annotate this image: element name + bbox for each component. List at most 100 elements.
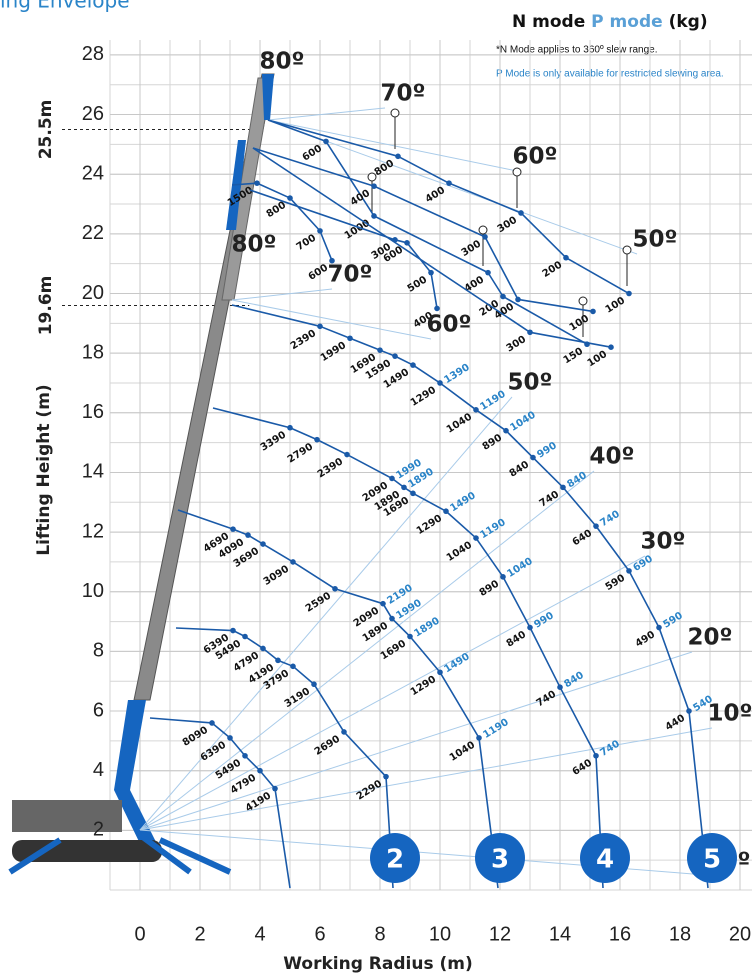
n-load-label: 3390	[259, 429, 288, 453]
outrigger	[158, 837, 232, 875]
load-point	[593, 752, 599, 759]
n-load-label: 400	[349, 188, 373, 208]
p-load-label: 840	[565, 470, 589, 490]
y-tick-label: 16	[82, 401, 104, 423]
section-badge	[370, 833, 420, 883]
x-tick-label: 8	[374, 923, 385, 945]
load-point	[230, 526, 236, 532]
n-load-label: 840	[508, 459, 532, 479]
legend: N mode P mode (kg)	[512, 12, 708, 32]
chart-title: ing Envelope	[0, 0, 130, 13]
n-load-label: 740	[535, 689, 559, 709]
n-load-label: 2690	[313, 734, 342, 758]
load-point	[410, 490, 416, 497]
load-point	[290, 559, 296, 565]
load-point	[593, 523, 599, 529]
height-marker-label: 25.5m	[36, 100, 56, 160]
load-point	[332, 585, 338, 592]
legend-p: P mode	[591, 12, 662, 32]
n-load-label: 100	[586, 349, 610, 369]
load-point	[323, 138, 329, 145]
n-load-label: 1690	[379, 638, 408, 662]
radial-line	[139, 727, 713, 831]
load-point	[347, 335, 353, 342]
y-tick-label: 24	[82, 162, 104, 184]
angle-label: 10º	[708, 701, 753, 727]
load-point	[560, 484, 566, 491]
load-point	[404, 240, 410, 246]
load-point	[686, 708, 692, 714]
load-point	[392, 353, 398, 359]
angle-marker	[622, 245, 632, 255]
load-point	[317, 228, 323, 234]
envelope-curve	[231, 304, 709, 889]
load-point	[437, 669, 443, 676]
p-load-label: 1890	[412, 615, 441, 639]
load-point	[287, 195, 293, 201]
angle-marker	[367, 172, 377, 182]
y-tick-label: 26	[82, 103, 104, 125]
radial-line	[139, 470, 595, 831]
y-tick-label: 20	[82, 282, 104, 304]
load-point	[329, 257, 335, 264]
n-load-label: 490	[634, 629, 658, 649]
n-load-label: 500	[406, 274, 430, 294]
load-point	[341, 729, 347, 735]
n-load-label: 890	[478, 579, 502, 599]
y-tick-label: 22	[82, 222, 104, 244]
section-badge	[687, 833, 737, 883]
load-point	[242, 752, 248, 759]
envelope-curve	[175, 627, 394, 889]
y-tick-label: 10	[82, 580, 104, 602]
load-point	[407, 633, 413, 640]
load-point	[380, 600, 386, 607]
load-point	[656, 624, 662, 631]
x-tick-label: 12	[489, 923, 511, 945]
load-point	[254, 180, 260, 186]
n-load-label: 640	[571, 758, 595, 778]
n-load-label: 100	[604, 295, 628, 315]
y-tick-label: 8	[93, 640, 104, 662]
load-point	[287, 424, 293, 431]
p-load-label: 740	[598, 509, 622, 529]
load-point	[245, 532, 251, 538]
load-point	[428, 269, 434, 276]
load-point	[563, 254, 569, 261]
crane	[8, 73, 719, 877]
load-point	[230, 627, 236, 634]
angle-label: 80º	[232, 232, 277, 258]
angle-label: 70º	[381, 81, 426, 107]
load-point	[290, 663, 296, 670]
load-point	[227, 735, 233, 741]
load-point	[260, 541, 266, 547]
angle-label: 70º	[328, 262, 373, 288]
n-load-label: 800	[373, 158, 397, 178]
p-load-label: 990	[532, 610, 556, 630]
x-tick-label: 0	[134, 923, 145, 945]
envelope-curve	[212, 407, 604, 889]
angle-label: 20º	[688, 625, 733, 651]
cab	[12, 800, 122, 832]
n-load-label: 4190	[244, 790, 273, 814]
load-point	[473, 535, 479, 541]
n-load-label: 890	[481, 432, 505, 452]
load-point	[410, 362, 416, 368]
n-load-label: 640	[571, 528, 595, 548]
load-point	[383, 773, 389, 780]
section-label: 5	[703, 845, 721, 875]
section-label: 3	[491, 845, 509, 875]
p-load-label: 1190	[478, 517, 507, 541]
n-load-label: 590	[604, 573, 628, 593]
load-point	[257, 767, 263, 774]
envelope-curve	[267, 119, 630, 295]
n-load-label: 3090	[262, 564, 291, 588]
y-axis-label: Lifting Height (m)	[34, 384, 54, 555]
x-tick-label: 18	[669, 923, 691, 945]
load-point	[317, 323, 323, 330]
load-point	[209, 720, 215, 726]
load-point	[395, 153, 401, 160]
load-point	[242, 633, 248, 640]
load-point	[503, 427, 509, 434]
load-point	[527, 624, 533, 631]
